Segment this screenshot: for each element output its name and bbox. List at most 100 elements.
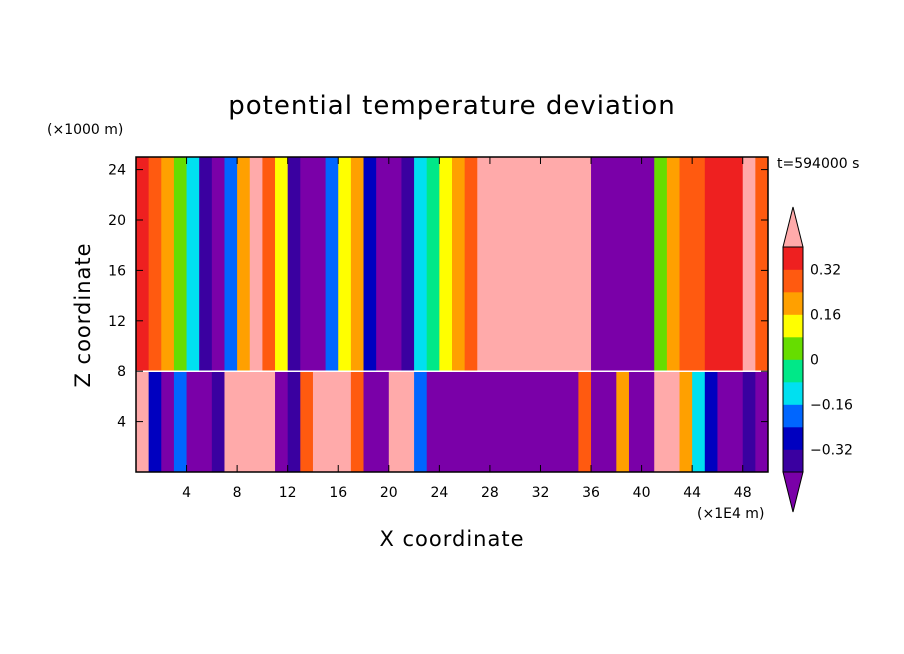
lower-field-cell [376,371,390,472]
upper-field-cell [742,157,756,372]
upper-field-cell [616,157,630,372]
colorbar-extend-bottom [782,471,804,513]
lower-field-cell [363,371,377,472]
upper-field-cell [388,157,402,372]
upper-field-cell [755,157,768,372]
lower-field-cell [148,371,162,472]
lower-field-cell [717,371,731,472]
lower-field-cell [388,371,402,472]
colorbar-segment [783,359,803,383]
lower-field-cell [553,371,567,472]
x-tick-label: 4 [182,485,191,501]
lower-field-cell [477,371,491,472]
upper-field-cell [704,157,718,372]
lower-field-cell [439,371,453,472]
lower-field-cell [161,371,175,472]
chart-title: potential temperature deviation [228,91,675,121]
upper-field-cell [515,157,529,372]
x-axis-label: X coordinate [379,527,524,551]
x-axis-unit: (×1E4 m) [697,506,764,522]
upper-field-cell [325,157,339,372]
lower-field-cell [679,371,693,472]
upper-field-cell [502,157,516,372]
lower-field-cell [578,371,592,472]
lower-field-cell [300,371,314,472]
lower-field-cell [565,371,579,472]
colorbar-segment [783,382,803,405]
y-tick-label: 24 [108,163,126,179]
colorbar-extend-top [782,206,804,248]
lower-field-cell [262,371,276,472]
upper-field-cell [363,157,377,372]
lower-field-cell [515,371,529,472]
colorbar-tick-label: 0.32 [810,263,841,279]
y-tick-label: 20 [108,213,126,229]
y-axis-unit: (×1000 m) [47,122,123,138]
lower-field-cell [173,371,188,472]
upper-field-cell [565,157,579,372]
colorbar-tick-label: −0.16 [810,398,853,414]
colorbar-tick-label: −0.32 [810,443,853,459]
lower-field-cell [312,371,327,472]
lower-field-cell [666,371,681,472]
y-tick-label: 4 [117,415,126,431]
colorbar-segment [783,269,803,293]
x-tick-label: 32 [532,485,550,501]
colorbar-segment [783,314,803,338]
lower-field-cell [603,371,617,472]
upper-field-cell [300,157,314,372]
upper-field-cell [477,157,491,372]
upper-field-cell [452,157,466,372]
upper-field-cell [527,157,541,372]
lower-field-cell [641,371,655,472]
time-label: t=594000 s [777,156,859,172]
lower-field-cell [452,371,466,472]
upper-field-cell [553,157,567,372]
colorbar-segment [783,337,803,360]
upper-field-cell [692,157,706,372]
upper-field-cell [439,157,453,372]
upper-field-cell [414,157,428,372]
upper-field-cell [136,157,150,372]
upper-field-cell [249,157,263,372]
colorbar-segment [783,292,803,315]
upper-field-cell [489,157,504,372]
x-tick-label: 16 [329,485,347,501]
colorbar-tick-label: 0 [810,353,819,369]
x-tick-label: 24 [430,485,448,501]
plot-frame [135,156,769,473]
upper-field-cell [199,157,213,372]
lower-field-cell [527,371,541,472]
upper-field-cell [540,157,554,372]
upper-field-cell [161,157,175,372]
x-tick-label: 36 [582,485,600,501]
lower-field-cell [464,371,478,472]
lower-field-cell [628,371,643,472]
upper-field-cell [173,157,188,372]
lower-field-cell [616,371,630,472]
lower-field-cell [338,371,352,472]
upper-field-cell [186,157,200,372]
upper-field-cell [426,157,440,372]
lower-field-cell [401,371,415,472]
upper-field-cell [464,157,478,372]
lower-field-cell [224,371,238,472]
y-tick-label: 12 [108,314,126,330]
lower-field-cell [489,371,504,472]
colorbar-frame [782,246,804,473]
colorbar-segment [783,449,803,473]
upper-field-cell [224,157,238,372]
lower-field-cell [249,371,263,472]
lower-field-cell [654,371,668,472]
lower-field-cell [275,371,289,472]
x-tick-label: 12 [279,485,297,501]
upper-field-cell [641,157,655,372]
lower-field-cell [414,371,428,472]
upper-field-cell [148,157,162,372]
colorbar-segment [783,404,803,428]
upper-field-cell [578,157,592,372]
upper-field-cell [350,157,365,372]
colorbar-segment [783,427,803,450]
lower-field-cell [730,371,744,472]
